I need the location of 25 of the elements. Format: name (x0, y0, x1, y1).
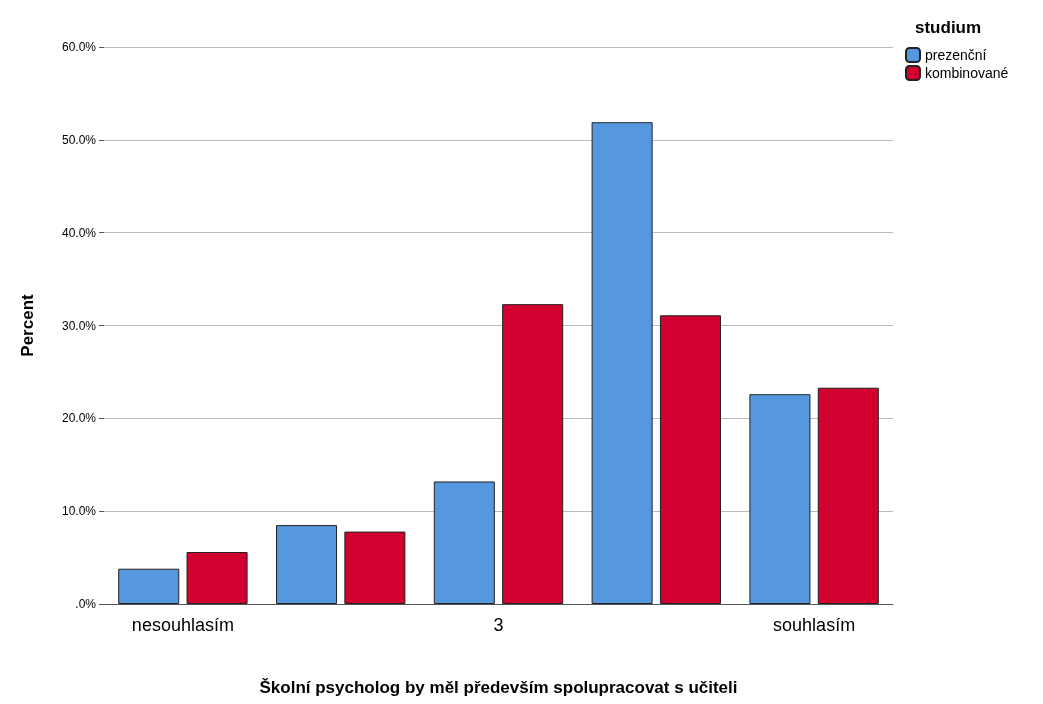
y-tick-label: 60.0% (61, 40, 97, 54)
bar (659, 315, 721, 604)
bar (276, 525, 338, 604)
y-tick-label: 10.0% (61, 504, 97, 519)
y-tick-label: 40.0% (61, 225, 97, 240)
bar (591, 122, 653, 604)
x-axis-title: Školní psycholog by měl především spolupracovat s učiteli (259, 678, 738, 697)
y-tick-label: .0% (75, 597, 97, 611)
bar (817, 387, 879, 604)
bar (118, 568, 180, 604)
bar (433, 481, 495, 604)
y-tick-label: 20.0% (61, 411, 97, 426)
bar (749, 394, 811, 604)
legend-label: prezenční (925, 47, 987, 63)
bar (344, 531, 406, 604)
x-tick-label: 3 (493, 615, 504, 635)
legend-title: studium (915, 18, 982, 37)
x-tick-label: souhlasím (773, 615, 856, 635)
legend-label: kombinované (925, 65, 1009, 81)
x-tick-label: nesouhlasím (131, 615, 234, 635)
bar (502, 304, 564, 604)
bar (186, 552, 248, 604)
y-tick-label: 30.0% (61, 318, 97, 333)
y-axis-title: Percent (18, 293, 37, 357)
y-tick-label: 50.0% (61, 132, 97, 147)
